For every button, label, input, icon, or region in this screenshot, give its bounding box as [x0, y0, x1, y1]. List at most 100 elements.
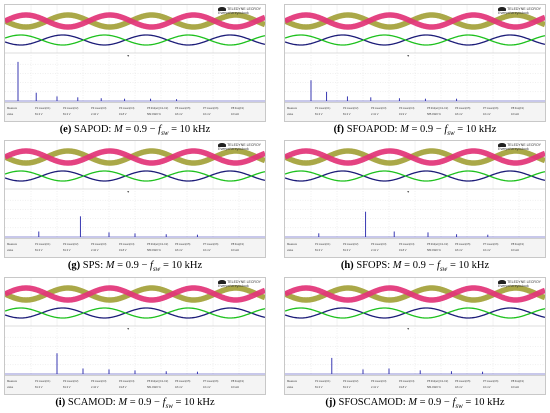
modulation-index-symbol: M — [400, 124, 409, 135]
measure-column-value: 18 mV — [175, 113, 183, 116]
measure-label: Measure — [7, 107, 18, 110]
measure-column-header: P4:mean(C4) — [119, 243, 135, 246]
switching-frequency-subscript: sw — [455, 402, 463, 411]
measure-column-header: P3:mean(C3) — [371, 380, 387, 383]
green-current-trace — [285, 307, 545, 319]
measure-column-value: 581.0320 % — [147, 386, 161, 389]
measure-column-header: P4:mean(C4) — [119, 107, 135, 110]
pink-voltage-trace-pulses — [285, 285, 545, 303]
trigger-marker — [127, 328, 130, 330]
measure-column-value: 582.0320 % — [147, 113, 161, 116]
navy-current-trace — [5, 170, 265, 182]
measure-column-value: 81.3 V — [63, 113, 71, 116]
modulation-index-symbol: M — [118, 397, 128, 408]
measure-column-value: 2.42 V — [91, 249, 99, 252]
measure-column-header: P7:mean(C6) — [483, 243, 499, 246]
measure-column-header: P1:mean(C1) — [315, 380, 331, 383]
navy-current-trace — [5, 34, 265, 46]
modulation-index-value: = 0.9 − — [129, 397, 160, 408]
brand-line2: Everywhereyoulook — [498, 283, 529, 288]
navy-current-trace — [285, 307, 545, 319]
measure-column-header: P2:mean(C2) — [343, 380, 359, 383]
measure-label: Measure — [287, 243, 298, 246]
measure-column-value: 585.0320 % — [427, 113, 441, 116]
brand-line1: TELEDYNE LECROY — [507, 142, 541, 147]
switching-frequency-value: = 10 kHz — [457, 124, 497, 135]
navy-current-trace — [285, 170, 545, 182]
switching-frequency-symbol: f — [444, 124, 448, 135]
modulation-index-value: = 0.9 − — [411, 124, 442, 135]
scheme-name: SFOSCAMOD: — [338, 397, 406, 408]
switching-frequency-subscript: sw — [152, 265, 161, 274]
switching-frequency-value: = 10 kHz — [449, 260, 490, 271]
panel-letter: (i) — [55, 397, 66, 408]
waveform-plot — [5, 5, 265, 102]
measure-column-header: P6:mean(C5) — [175, 380, 191, 383]
measure-column-header: P8:freq(F1) — [511, 380, 525, 383]
measurement-bar: Measure value P1:mean(C1) 81.3 V P2:mean(C… — [5, 238, 265, 257]
modulation-index-symbol: M — [408, 397, 417, 408]
scope-panel: TELEDYNE LECROY Everywhereyoulook Measur… — [4, 277, 266, 413]
measure-column-value: 10 kHz — [511, 113, 520, 116]
panel-caption: (i) SCAMOD: M = 0.9 − fsw = 10 kHz — [4, 397, 266, 410]
pink-voltage-trace — [285, 285, 545, 303]
measure-column-value: 18 mV — [175, 249, 183, 252]
measure-column-value: 19.8 V — [119, 386, 127, 389]
measure-column-value: 81.3 V — [35, 113, 43, 116]
brand-line1: TELEDYNE LECROY — [227, 279, 261, 284]
brand-line2: Everywhereyoulook — [218, 146, 249, 151]
lecroy-logo-icon — [498, 7, 507, 11]
trigger-marker — [127, 55, 130, 57]
oscilloscope-screen: TELEDYNE LECROY Everywhereyoulook Measur… — [4, 4, 266, 122]
measure-column-value: 16 mV — [483, 386, 491, 389]
scheme-name: SFOPS: — [356, 260, 391, 271]
measure-column-header: P5:thd(ac)(C1-C2) — [427, 380, 449, 383]
switching-frequency-subscript: sw — [161, 129, 169, 138]
pink-voltage-trace-pulses — [285, 148, 545, 166]
measure-column-value: 81.3 V — [315, 386, 323, 389]
switching-frequency-symbol: f — [150, 260, 153, 271]
measure-column-header: P1:mean(C1) — [315, 107, 331, 110]
pink-voltage-trace-pulses — [5, 148, 265, 166]
measure-label: Measure — [7, 380, 18, 383]
waveform-plot — [285, 5, 545, 102]
oscilloscope-screen: TELEDYNE LECROY Everywhereyoulook Measur… — [4, 140, 266, 258]
measure-column-header: P8:freq(F1) — [231, 243, 245, 246]
brand-line2: Everywhereyoulook — [498, 10, 529, 15]
value-label: value — [7, 113, 14, 116]
pink-voltage-trace-pulses — [285, 12, 545, 30]
measure-column-header: P6:mean(C5) — [455, 107, 471, 110]
measure-column-header: P5:thd(ac)(C1-C2) — [147, 107, 169, 110]
measure-column-value: 16 mV — [483, 113, 491, 116]
switching-frequency-subscript: sw — [165, 402, 173, 411]
switching-frequency-value: = 10 kHz — [465, 397, 505, 408]
measure-column-value: 81.3 V — [343, 386, 351, 389]
measure-column-header: P3:mean(C3) — [371, 107, 387, 110]
brand-logo: TELEDYNE LECROY Everywhereyoulook — [218, 143, 261, 151]
measure-column-header: P4:mean(C4) — [119, 380, 135, 383]
measurement-bar: Measure value P1:mean(C1) 81.3 V P2:mean(C… — [5, 102, 265, 121]
scheme-name: SPS: — [82, 260, 104, 271]
value-label: value — [7, 386, 14, 389]
switching-frequency-symbol: f — [158, 124, 162, 135]
pink-voltage-trace — [285, 148, 545, 166]
measure-column-header: P8:freq(F1) — [231, 107, 245, 110]
modulation-index-symbol: M — [113, 124, 123, 135]
measure-column-value: 2.42 V — [91, 113, 99, 116]
panel-caption: (h) SFOPS: M = 0.9 − fsw = 10 kHz — [284, 260, 546, 273]
measure-column-header: P1:mean(C1) — [35, 243, 51, 246]
measure-column-value: 81.3 V — [315, 113, 323, 116]
brand-logo: TELEDYNE LECROY Everywhereyoulook — [218, 280, 261, 288]
measure-column-value: 81.3 V — [63, 386, 71, 389]
modulation-index-value: = 0.9 − — [419, 397, 450, 408]
panel-letter: (j) — [325, 397, 336, 408]
measure-column-value: 81.3 V — [343, 249, 351, 252]
scope-panel: TELEDYNE LECROY Everywhereyoulook Measur… — [284, 277, 546, 413]
value-label: value — [287, 113, 294, 116]
measure-column-value: 18 mV — [175, 386, 183, 389]
panel-letter: (f) — [333, 124, 345, 135]
measure-column-value: 2.41 V — [371, 386, 379, 389]
measure-column-value: 10 kHz — [231, 249, 240, 252]
lecroy-logo-icon — [498, 280, 507, 284]
measure-column-header: P7:mean(C6) — [483, 380, 499, 383]
